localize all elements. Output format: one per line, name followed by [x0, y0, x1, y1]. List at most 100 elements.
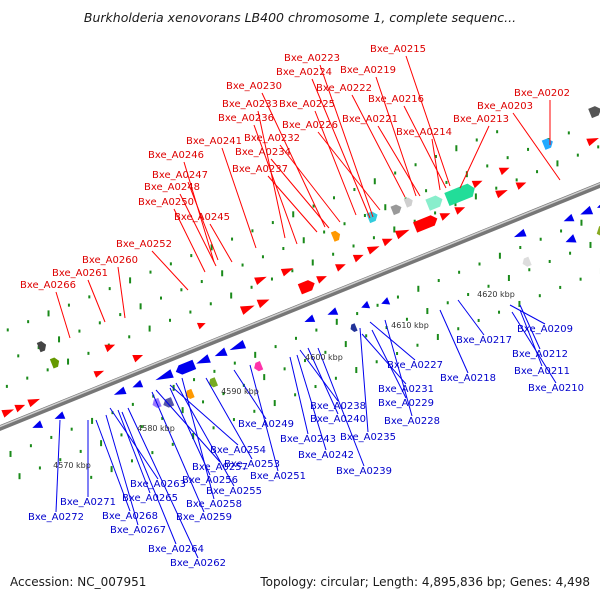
tick-mark: [119, 313, 122, 317]
leader-line: [183, 161, 215, 263]
tick-mark: [385, 326, 388, 330]
tick-mark: [67, 358, 70, 365]
reverse-gene-block: [522, 256, 532, 267]
tick-mark: [487, 284, 490, 288]
gene-feature: [54, 411, 66, 419]
tick-mark: [355, 367, 358, 374]
tick-mark: [202, 400, 205, 404]
tick-mark: [140, 425, 143, 429]
forward-gene-block: [330, 230, 341, 242]
tick-mark: [38, 466, 41, 470]
leader-line: [311, 78, 371, 219]
tick-mark: [221, 270, 224, 277]
gene-label: Bxe_A0262: [170, 558, 226, 569]
gene-feature: [439, 213, 451, 221]
tick-mark: [283, 367, 286, 371]
reverse-gene-arrow: [113, 386, 127, 395]
tick-mark: [190, 254, 193, 258]
gene-feature: [381, 238, 393, 247]
gene-feature: [586, 137, 599, 147]
tick-mark: [536, 170, 539, 174]
tick-mark: [88, 295, 91, 299]
gene-label: Bxe_A0267: [110, 525, 166, 536]
tick-mark: [169, 262, 172, 266]
tick-mark: [416, 343, 419, 347]
tick-mark: [506, 156, 509, 160]
tick-mark: [372, 236, 375, 240]
reverse-gene-arrow: [327, 307, 339, 315]
leader-line: [179, 193, 217, 267]
leader-line: [95, 419, 131, 512]
gene-label: Bxe_A0222: [316, 83, 372, 94]
forward-gene-arrow: [132, 354, 144, 363]
leader-line: [209, 223, 233, 263]
gene-feature: [335, 264, 346, 272]
leader-line: [270, 158, 330, 229]
tick-mark: [47, 310, 50, 317]
gene-label: Bxe_A0257: [192, 462, 248, 473]
scale-label: 4600 kbp: [305, 353, 343, 362]
tick-mark: [222, 392, 225, 396]
tick-mark: [128, 335, 131, 339]
gene-label: Bxe_A0210: [528, 383, 584, 394]
leader-line: [439, 309, 469, 374]
tick-mark: [58, 336, 61, 343]
tick-mark: [579, 277, 582, 281]
reverse-gene-block: [596, 219, 600, 238]
tick-mark: [9, 450, 12, 457]
gene-label: Bxe_A0238: [310, 401, 366, 412]
tick-mark: [210, 244, 213, 251]
tick-mark: [29, 444, 32, 448]
gene-label: Bxe_A0263: [130, 479, 186, 490]
tick-mark: [384, 204, 387, 211]
forward-gene-arrow: [352, 254, 364, 263]
gene-label: Bxe_A0240: [310, 414, 366, 425]
tick-mark: [437, 279, 440, 283]
reverse-gene-block: [175, 359, 197, 375]
tick-mark: [253, 409, 256, 413]
tick-mark: [159, 296, 162, 300]
leader-line: [509, 304, 546, 325]
tick-mark: [332, 252, 335, 256]
tick-mark: [405, 317, 408, 321]
leader-line: [369, 321, 416, 361]
tick-mark: [560, 229, 563, 233]
gene-label: Bxe_A0203: [477, 101, 533, 112]
tick-mark: [519, 245, 522, 249]
tick-mark: [445, 180, 448, 184]
tick-mark: [98, 321, 101, 325]
gene-label: Bxe_A0235: [340, 432, 396, 443]
reverse-gene-arrow: [304, 314, 316, 322]
forward-gene-block: [366, 211, 378, 224]
gene-label: Bxe_A0243: [280, 434, 336, 445]
tick-mark: [425, 189, 428, 193]
gene-label: Bxe_A0259: [176, 512, 232, 523]
leader-line: [187, 181, 219, 261]
label-leader-lines: [55, 55, 561, 559]
leader-line: [314, 110, 357, 216]
gene-label: Bxe_A0237: [232, 164, 288, 175]
gene-feature: [327, 307, 339, 315]
gene-label: Bxe_A0233: [222, 99, 278, 110]
forward-gene-block: [425, 195, 443, 211]
reverse-gene-block: [152, 397, 162, 409]
tick-mark: [67, 303, 70, 307]
gene-label: Bxe_A0229: [378, 398, 434, 409]
gene-label: Bxe_A0249: [238, 419, 294, 430]
gene-label: Bxe_A0231: [378, 384, 434, 395]
tick-mark: [90, 475, 93, 479]
reverse-gene-arrow: [563, 213, 575, 222]
tick-mark: [152, 394, 155, 398]
tick-mark: [149, 270, 152, 274]
forward-gene-block: [49, 357, 60, 369]
scale-label: 4580 kbp: [137, 424, 175, 433]
leader-line: [55, 419, 61, 513]
tick-mark: [498, 310, 501, 314]
gene-label: Bxe_A0247: [152, 170, 208, 181]
gene-feature: [14, 404, 26, 413]
forward-gene-arrow: [196, 322, 206, 330]
tick-mark: [171, 442, 174, 446]
tick-mark: [192, 433, 195, 440]
gene-feature: [254, 276, 267, 286]
leader-line: [249, 364, 279, 472]
